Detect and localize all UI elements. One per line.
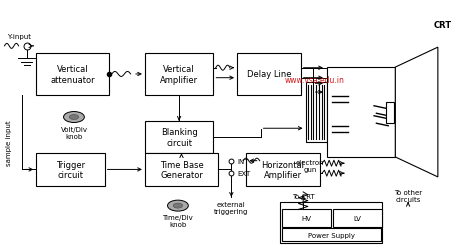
Text: electron
gun: electron gun [296, 160, 325, 173]
Text: Time/Div
knob: Time/Div knob [163, 214, 193, 228]
FancyBboxPatch shape [306, 83, 327, 142]
Text: sample input: sample input [6, 120, 12, 165]
Text: Blanking
circuit: Blanking circuit [161, 128, 198, 147]
Text: Power Supply: Power Supply [308, 232, 355, 238]
Text: HV: HV [301, 215, 311, 221]
Circle shape [167, 200, 188, 211]
FancyBboxPatch shape [145, 54, 213, 95]
Text: Horizontal
Amplifier: Horizontal Amplifier [262, 160, 305, 180]
FancyBboxPatch shape [282, 228, 381, 241]
Text: external
triggering: external triggering [214, 201, 248, 214]
Text: CRT: CRT [434, 21, 452, 30]
Text: Vertical
Amplifier: Vertical Amplifier [160, 65, 198, 84]
Text: Delay Line: Delay Line [246, 70, 291, 79]
FancyBboxPatch shape [145, 154, 218, 186]
FancyBboxPatch shape [246, 154, 319, 186]
FancyBboxPatch shape [237, 54, 301, 95]
Text: Time Base
Generator: Time Base Generator [160, 160, 203, 180]
Circle shape [64, 112, 84, 123]
Text: To CRT: To CRT [292, 193, 315, 199]
Text: Volt/Div
knob: Volt/Div knob [61, 126, 87, 139]
FancyBboxPatch shape [327, 68, 395, 157]
FancyBboxPatch shape [36, 54, 109, 95]
Text: INT: INT [237, 158, 248, 164]
Circle shape [69, 115, 79, 120]
Text: LV: LV [354, 215, 361, 221]
Text: To other
circuits: To other circuits [394, 190, 422, 202]
Text: www.vsa.edu.in: www.vsa.edu.in [285, 76, 345, 85]
FancyBboxPatch shape [145, 121, 213, 154]
Polygon shape [395, 48, 438, 177]
Text: EXT: EXT [237, 170, 250, 176]
Circle shape [173, 203, 182, 208]
FancyBboxPatch shape [36, 154, 105, 186]
Text: Trigger
circuit: Trigger circuit [56, 160, 85, 180]
FancyBboxPatch shape [282, 210, 331, 227]
Text: Vertical
attenuator: Vertical attenuator [50, 65, 95, 84]
FancyBboxPatch shape [281, 202, 382, 243]
FancyBboxPatch shape [333, 210, 382, 227]
FancyBboxPatch shape [386, 102, 394, 124]
Text: Y-input: Y-input [7, 34, 31, 40]
